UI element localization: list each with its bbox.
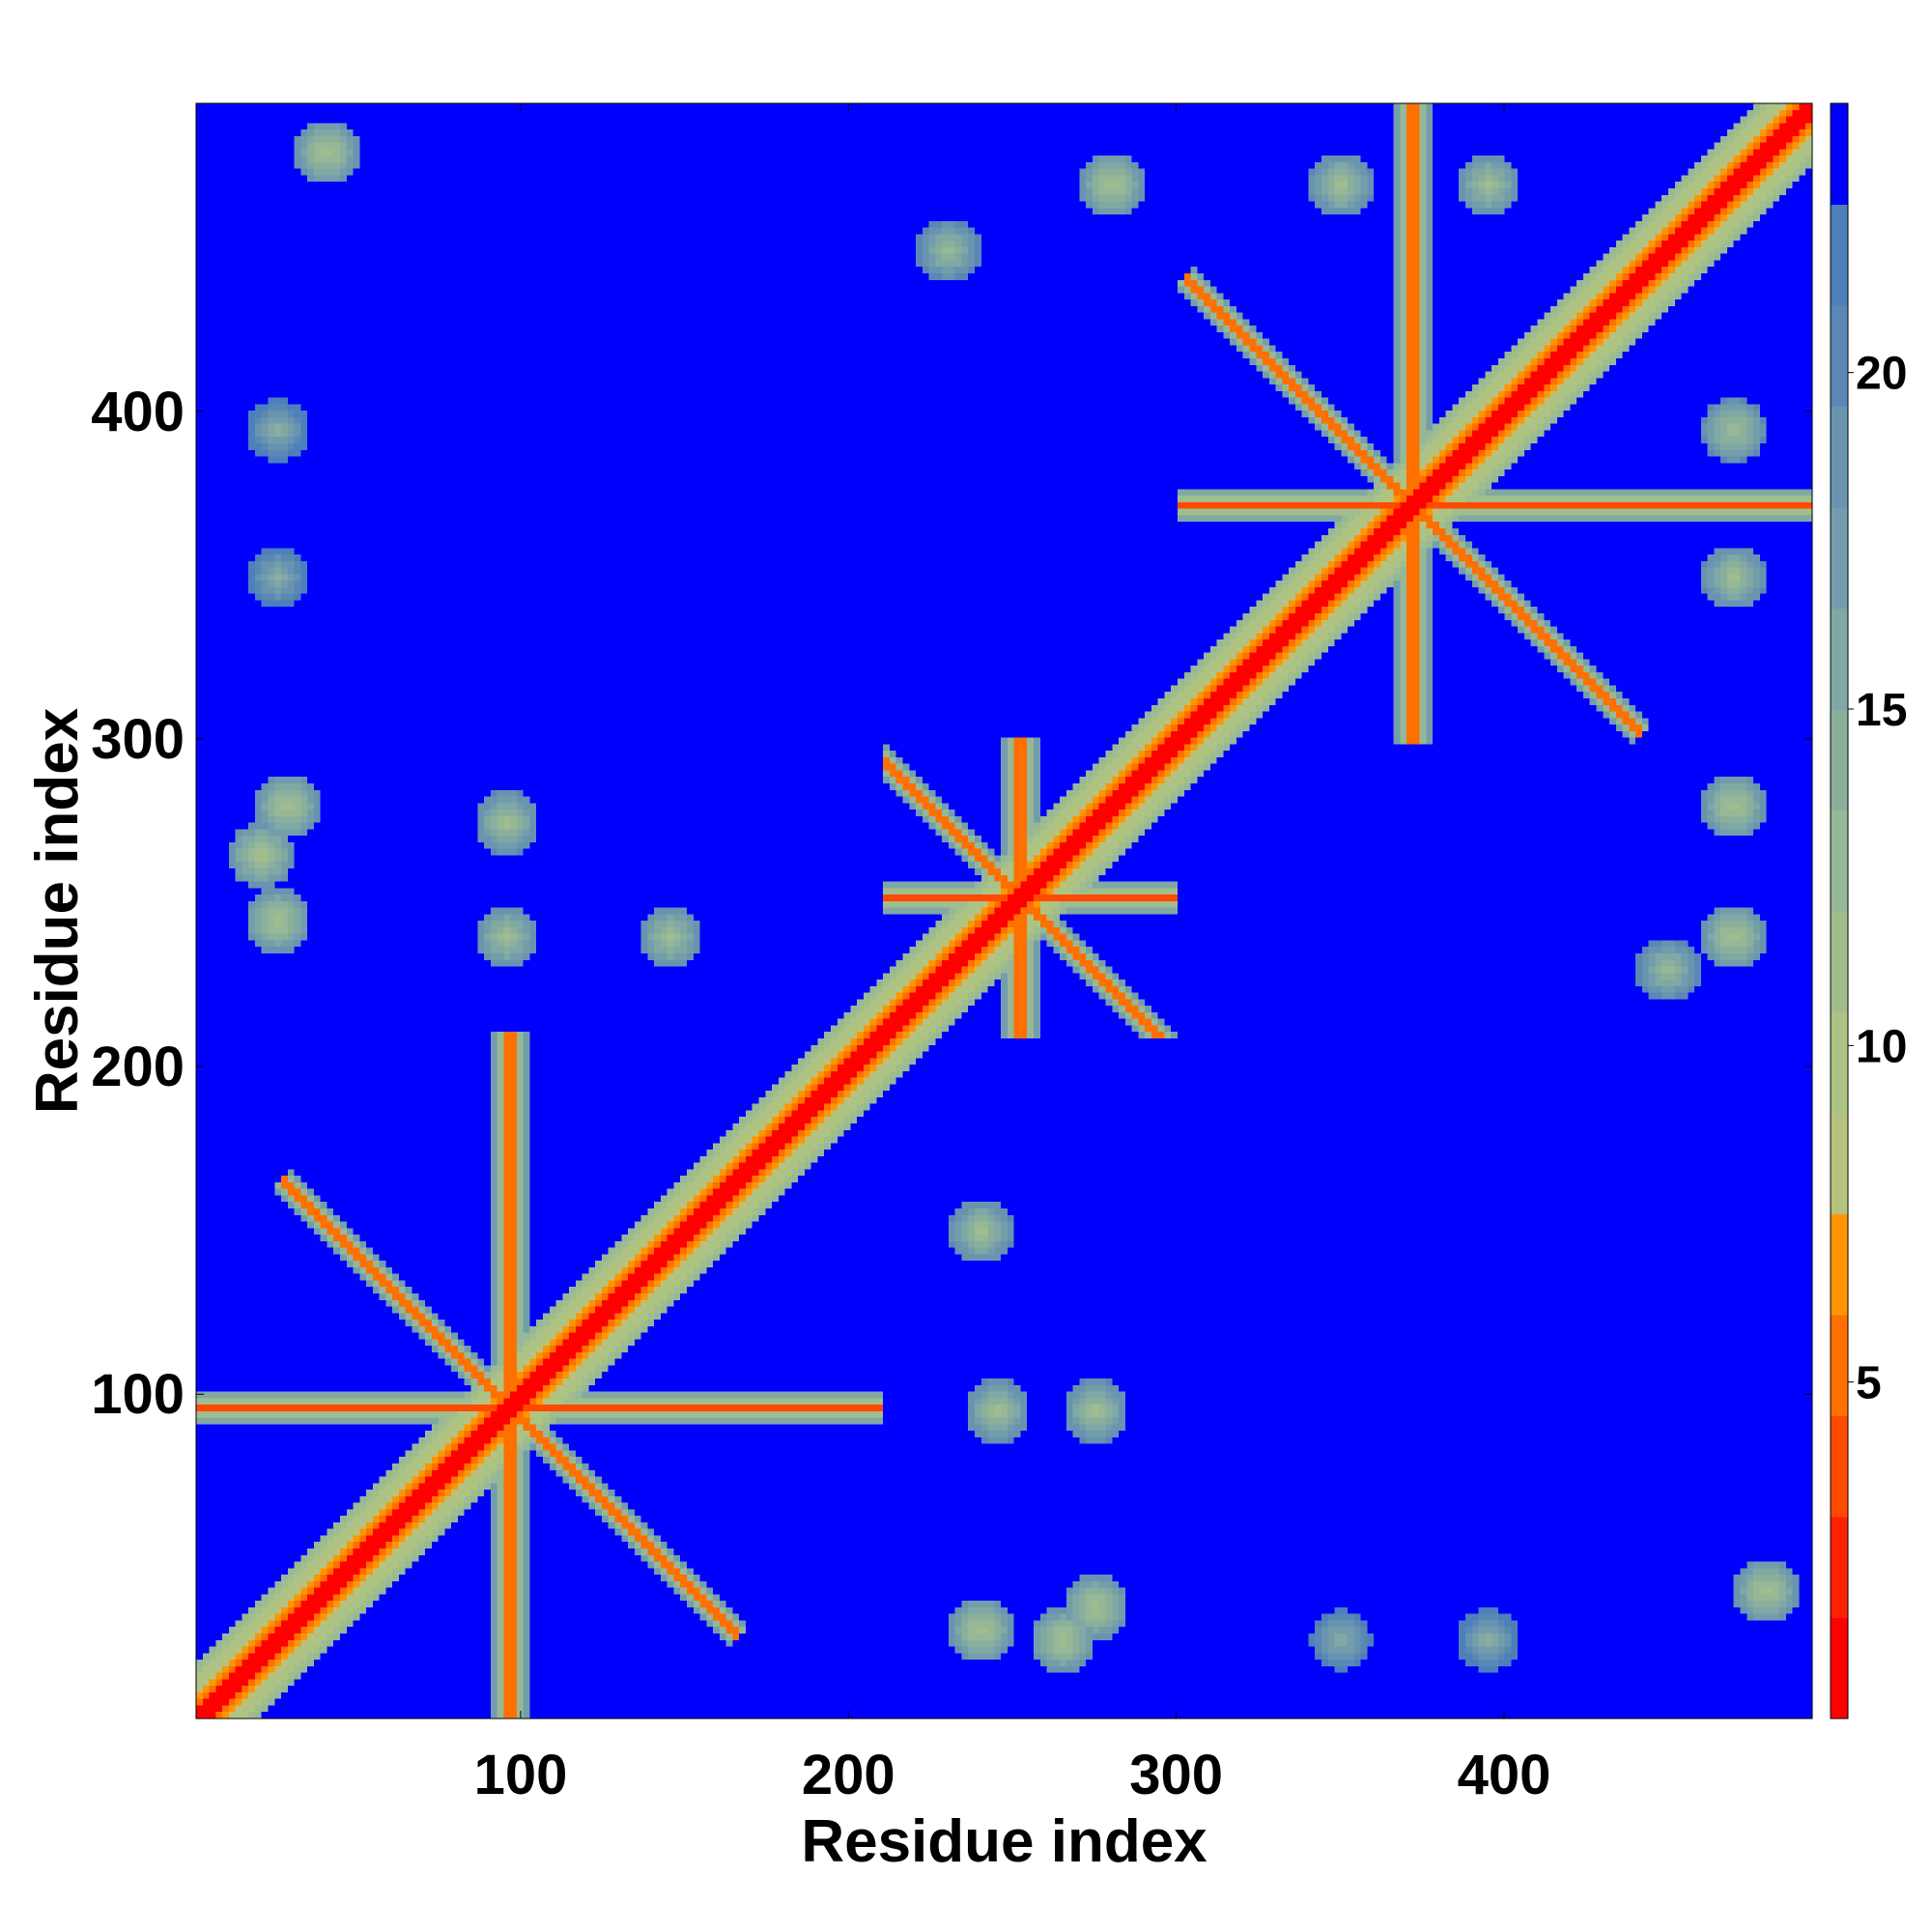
x-tick-label: 200 xyxy=(802,1744,895,1806)
colorbar-tick-label: 15 xyxy=(1856,685,1907,736)
colorbar-tick-label: 20 xyxy=(1856,349,1907,400)
colorbar-band xyxy=(1831,911,1848,1012)
colorbar-band xyxy=(1831,305,1848,407)
colorbar-band xyxy=(1831,1113,1848,1214)
x-tick-label: 400 xyxy=(1458,1744,1551,1806)
colorbar-band xyxy=(1831,103,1848,205)
y-tick-label: 100 xyxy=(91,1363,185,1426)
y-axis: 100 200 300 400 xyxy=(91,381,1812,1426)
colorbar-band xyxy=(1831,1011,1848,1114)
colorbar-band xyxy=(1831,204,1848,306)
y-axis-title: Residue index xyxy=(24,707,91,1114)
y-tick-label: 300 xyxy=(91,708,185,771)
colorbar-band xyxy=(1831,1517,1848,1618)
colorbar-band xyxy=(1831,507,1848,609)
colorbar-band xyxy=(1831,1213,1848,1316)
y-tick-label: 200 xyxy=(91,1036,185,1098)
colorbar-band xyxy=(1831,1315,1848,1416)
heatmap-area xyxy=(196,103,1812,1719)
colorbar-band xyxy=(1831,1415,1848,1518)
colorbar-band xyxy=(1831,608,1848,710)
x-tick-label: 300 xyxy=(1129,1744,1223,1806)
y-tick-label: 400 xyxy=(91,381,185,443)
colorbar-band xyxy=(1831,1617,1848,1719)
heatmap-image xyxy=(196,103,1812,1719)
colorbar-band xyxy=(1831,810,1848,912)
plot-frame xyxy=(195,102,1813,1719)
colorbar-tick-label: 10 xyxy=(1856,1021,1907,1072)
colorbar-tick-label: 5 xyxy=(1856,1358,1882,1409)
x-axis: 100 200 300 400 xyxy=(474,103,1551,1806)
colorbar-band xyxy=(1831,709,1848,810)
colorbar-frame xyxy=(1830,102,1849,1719)
x-tick-label: 100 xyxy=(474,1744,568,1806)
colorbar-band xyxy=(1831,406,1848,508)
colorbar: 5 10 15 20 xyxy=(1830,102,1907,1719)
x-axis-title: Residue index xyxy=(801,1808,1208,1875)
